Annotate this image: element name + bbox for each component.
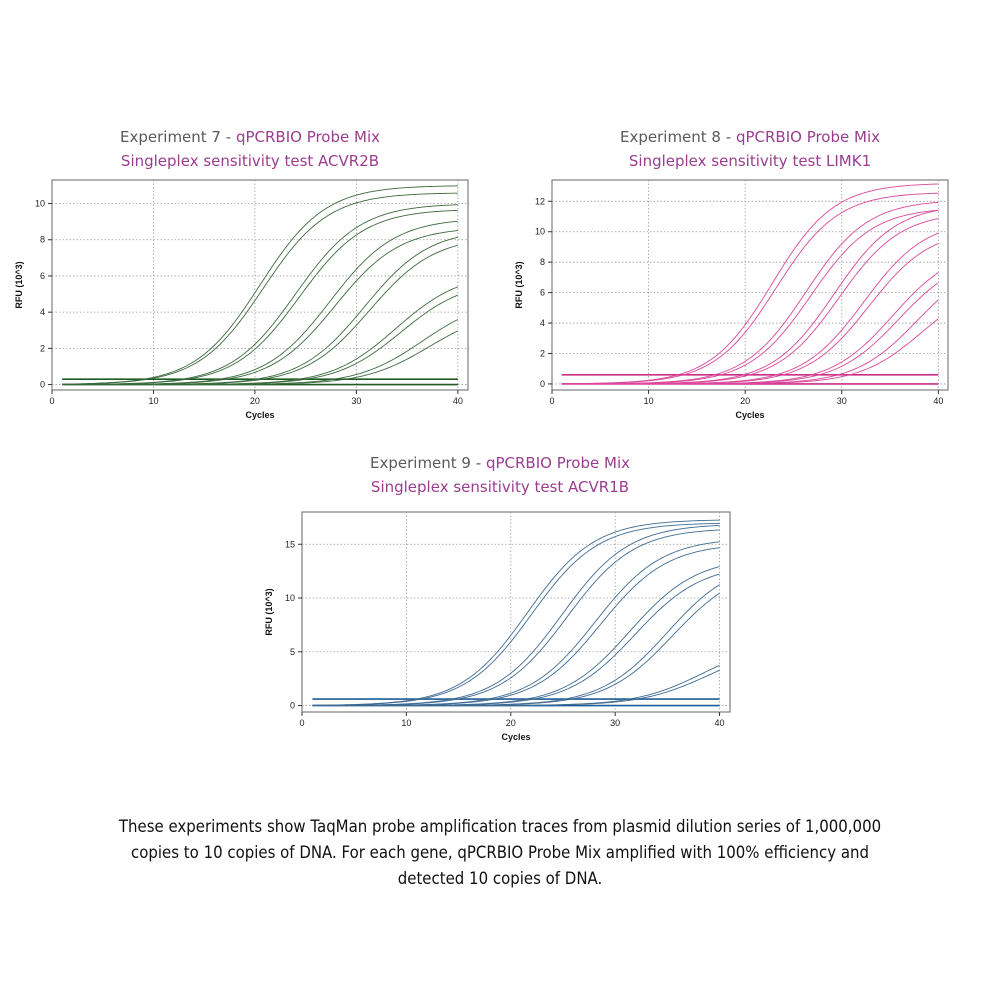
chart-experiment-7: 0 10 20 30 40 0 2 4 6 8 10 Cycles RFU (10^3) bbox=[14, 179, 469, 420]
amplification-curve bbox=[561, 192, 939, 385]
chart-title: Experiment 8 - qPCRBIO Probe Mix bbox=[500, 126, 1000, 148]
amplification-curve bbox=[312, 669, 720, 706]
chart-title-prefix: Experiment 7 - bbox=[120, 128, 236, 146]
y-axis-label: RFU (10^3) bbox=[514, 261, 524, 308]
x-axis-label: Cycles bbox=[735, 410, 764, 420]
y-tick-label: 0 bbox=[40, 380, 45, 390]
chart-subtitle: Singleplex sensitivity test ACVR2B bbox=[120, 152, 380, 170]
x-tick-label: 30 bbox=[837, 396, 847, 406]
chart-panel-experiment-9: Experiment 9 - qPCRBIO Probe Mix Singlep… bbox=[250, 440, 750, 760]
chart-title: Experiment 7 - qPCRBIO Probe Mix bbox=[0, 126, 500, 148]
x-tick-label: 0 bbox=[549, 396, 554, 406]
x-tick-label: 20 bbox=[506, 718, 516, 728]
y-tick-label: 10 bbox=[535, 227, 545, 237]
amplification-curve bbox=[62, 192, 458, 385]
amplification-curve bbox=[62, 330, 459, 386]
chart-title: Experiment 9 - qPCRBIO Probe Mix bbox=[250, 452, 750, 474]
y-tick-label: 5 bbox=[290, 647, 295, 657]
x-tick-label: 30 bbox=[351, 396, 361, 406]
y-axis-label: RFU (10^3) bbox=[264, 588, 274, 635]
x-tick-label: 10 bbox=[644, 396, 654, 406]
y-tick-label: 4 bbox=[540, 318, 545, 328]
y-tick-label: 8 bbox=[40, 235, 45, 245]
chart-experiment-9: 0 10 20 30 40 0 5 10 15 Cycles RFU (10^3) bbox=[264, 511, 731, 742]
plot-frame bbox=[551, 179, 949, 391]
y-tick-label: 15 bbox=[285, 539, 295, 549]
x-tick-label: 30 bbox=[610, 718, 620, 728]
y-tick-label: 10 bbox=[285, 593, 295, 603]
chart-title-mix: qPCRBIO Probe Mix bbox=[235, 128, 380, 146]
chart-title-prefix: Experiment 8 - bbox=[620, 128, 736, 146]
chart-panel-experiment-8: Experiment 8 - qPCRBIO Probe Mix Singlep… bbox=[500, 0, 1000, 430]
y-tick-label: 2 bbox=[540, 348, 545, 358]
y-axis-label: RFU (10^3) bbox=[14, 261, 24, 308]
y-tick-label: 0 bbox=[540, 379, 545, 389]
figure-caption: These experiments show TaqMan probe ampl… bbox=[118, 817, 882, 889]
chart-experiment-8: 0 10 20 30 40 0 2 4 6 8 10 12 Cycles RFU (10^3) bbox=[514, 179, 949, 420]
y-tick-label: 4 bbox=[40, 307, 45, 317]
y-tick-label: 12 bbox=[535, 196, 545, 206]
chart-subtitle: Singleplex sensitivity test LIMK1 bbox=[628, 152, 872, 170]
plot-frame bbox=[301, 511, 731, 713]
x-tick-label: 10 bbox=[148, 396, 158, 406]
x-tick-label: 40 bbox=[715, 718, 725, 728]
amplification-curve bbox=[561, 318, 939, 385]
chart-title-mix: qPCRBIO Probe Mix bbox=[735, 128, 880, 146]
y-tick-label: 0 bbox=[290, 701, 295, 711]
amplification-curve bbox=[312, 522, 720, 706]
amplification-curve bbox=[62, 209, 458, 385]
chart-title-prefix: Experiment 9 - bbox=[370, 454, 486, 472]
x-tick-label: 20 bbox=[740, 396, 750, 406]
y-tick-label: 10 bbox=[35, 199, 45, 209]
y-tick-label: 6 bbox=[540, 288, 545, 298]
x-tick-label: 0 bbox=[49, 396, 54, 406]
y-tick-label: 2 bbox=[40, 343, 45, 353]
x-tick-label: 0 bbox=[299, 718, 304, 728]
x-tick-label: 40 bbox=[453, 396, 463, 406]
x-axis-label: Cycles bbox=[245, 410, 274, 420]
x-tick-label: 10 bbox=[401, 718, 411, 728]
y-tick-label: 8 bbox=[540, 257, 545, 267]
y-tick-label: 6 bbox=[40, 271, 45, 281]
x-axis-label: Cycles bbox=[501, 732, 530, 742]
x-tick-label: 20 bbox=[250, 396, 260, 406]
chart-title-mix: qPCRBIO Probe Mix bbox=[485, 454, 630, 472]
chart-subtitle: Singleplex sensitivity test ACVR1B bbox=[370, 478, 630, 496]
x-tick-label: 40 bbox=[933, 396, 943, 406]
chart-panel-experiment-7: Experiment 7 - qPCRBIO Probe Mix Singlep… bbox=[0, 0, 500, 430]
